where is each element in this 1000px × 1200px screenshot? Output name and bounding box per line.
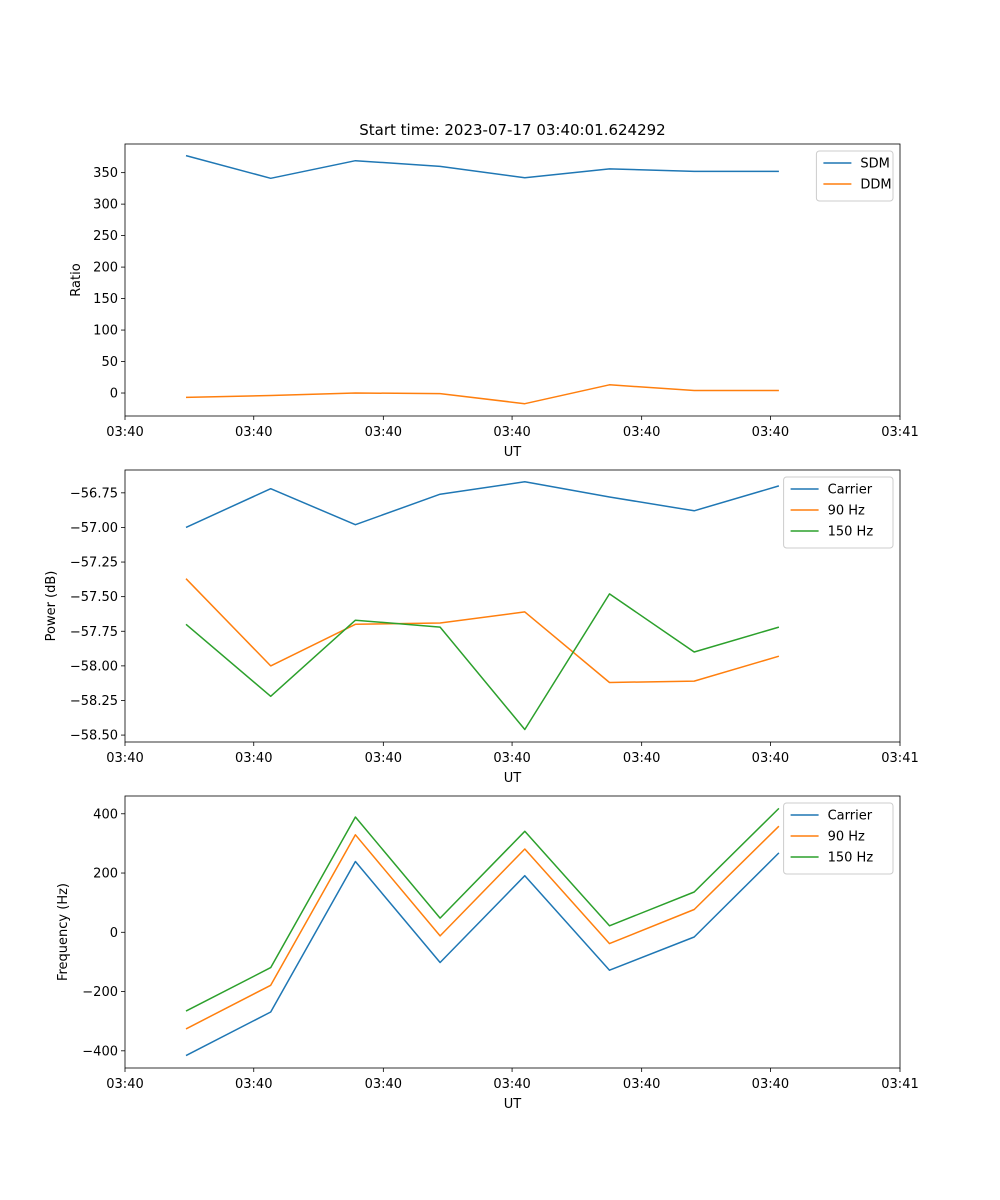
x-tick-label: 03:40 xyxy=(106,751,143,766)
y-tick-label: −56.75 xyxy=(70,486,118,501)
figure-title: Start time: 2023-07-17 03:40:01.624292 xyxy=(359,121,665,139)
x-tick-label: 03:40 xyxy=(365,425,402,440)
y-tick-label: −58.25 xyxy=(70,694,118,709)
x-tick-label: 03:40 xyxy=(235,751,272,766)
legend-label: 150 Hz xyxy=(828,851,874,866)
y-tick-label: −57.00 xyxy=(70,521,118,536)
legend-label: 90 Hz xyxy=(828,830,865,845)
x-tick-label: 03:40 xyxy=(235,425,272,440)
axes-frame xyxy=(124,143,901,417)
x-tick-label: 03:40 xyxy=(106,1077,143,1092)
y-tick-label: −57.25 xyxy=(70,556,118,571)
y-tick-label: −58.00 xyxy=(70,659,118,674)
x-tick-label: 03:40 xyxy=(623,1077,660,1092)
y-tick-label: −57.75 xyxy=(70,625,118,640)
x-tick-label: 03:40 xyxy=(752,1077,789,1092)
legend: Carrier 90 Hz 150 Hz xyxy=(783,476,894,549)
x-tick-label: 03:40 xyxy=(623,751,660,766)
y-tick-label: 250 xyxy=(93,229,118,244)
y-tick-label: −58.50 xyxy=(70,729,118,744)
series-line-ddm xyxy=(185,384,779,405)
y-tick-label: 350 xyxy=(93,166,118,181)
axes-frame xyxy=(124,469,901,743)
chart-panel-3: 03:40 03:40 03:40 03:40 03:40 03:40 03:41 UT −40… xyxy=(56,795,919,1112)
x-tick-label: 03:40 xyxy=(752,425,789,440)
x-tick-label: 03:41 xyxy=(881,751,918,766)
legend: SDM DDM xyxy=(815,150,894,202)
x-axis-label: UT xyxy=(504,445,522,460)
x-tick-label: 03:40 xyxy=(106,425,143,440)
legend-label: Carrier xyxy=(828,483,873,498)
panels: 03:40 03:40 03:40 03:40 03:40 03:40 03:41 UT 0 50… xyxy=(44,143,919,1112)
legend: Carrier 90 Hz 150 Hz xyxy=(783,802,894,875)
x-tick-label: 03:40 xyxy=(493,751,530,766)
y-tick-label: −200 xyxy=(82,985,118,1000)
series-line-90-hz xyxy=(185,578,780,684)
legend-label: Carrier xyxy=(828,809,873,824)
y-tick-label: 400 xyxy=(93,807,118,822)
x-tick-label: 03:40 xyxy=(623,425,660,440)
y-tick-label: −57.50 xyxy=(70,590,118,605)
series-line-carrier xyxy=(185,481,780,529)
series-line-carrier xyxy=(185,852,780,1057)
x-tick-label: 03:40 xyxy=(365,1077,402,1092)
chart-panel-2: 03:40 03:40 03:40 03:40 03:40 03:40 03:41 UT −58… xyxy=(44,469,919,786)
series-line-90-hz xyxy=(185,825,780,1030)
legend-label: DDM xyxy=(860,178,891,193)
x-tick-label: 03:40 xyxy=(493,1077,530,1092)
x-tick-label: 03:41 xyxy=(881,425,918,440)
y-axis-label: Ratio xyxy=(69,263,84,296)
y-tick-label: 200 xyxy=(93,261,118,276)
y-tick-label: 300 xyxy=(93,198,118,213)
y-tick-label: 0 xyxy=(110,926,118,941)
legend-label: SDM xyxy=(860,157,889,172)
x-tick-label: 03:40 xyxy=(752,751,789,766)
x-tick-label: 03:40 xyxy=(493,425,530,440)
y-axis-label: Power (dB) xyxy=(44,571,59,642)
x-tick-label: 03:41 xyxy=(881,1077,918,1092)
legend-label: 90 Hz xyxy=(828,504,865,519)
x-tick-label: 03:40 xyxy=(235,1077,272,1092)
series-line-150-hz xyxy=(185,807,780,1012)
series-line-150-hz xyxy=(185,593,780,731)
y-tick-label: 150 xyxy=(93,292,118,307)
x-axis-label: UT xyxy=(504,771,522,786)
y-tick-label: 200 xyxy=(93,867,118,882)
series-line-sdm xyxy=(185,154,779,180)
y-tick-label: −400 xyxy=(82,1044,118,1059)
legend-label: 150 Hz xyxy=(828,525,874,540)
x-axis-label: UT xyxy=(504,1097,522,1112)
y-tick-label: 50 xyxy=(101,355,118,370)
chart-panel-1: 03:40 03:40 03:40 03:40 03:40 03:40 03:41 UT 0 50… xyxy=(69,143,919,460)
y-tick-label: 0 xyxy=(110,387,118,402)
y-tick-label: 100 xyxy=(93,324,118,339)
y-axis-label: Frequency (Hz) xyxy=(56,883,71,981)
x-tick-label: 03:40 xyxy=(365,751,402,766)
